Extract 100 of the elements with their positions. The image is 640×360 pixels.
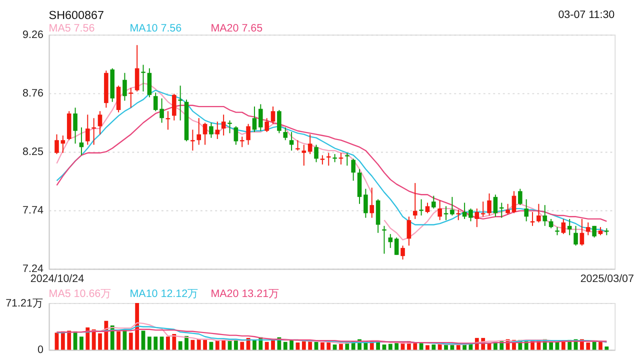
bar	[271, 340, 275, 350]
candlestick	[499, 202, 504, 218]
candlestick	[536, 203, 541, 223]
y-tick-label: 0	[37, 344, 44, 356]
bar	[308, 341, 312, 350]
candlestick	[308, 134, 312, 155]
candlestick	[351, 158, 356, 182]
candlestick	[480, 201, 486, 218]
candlestick	[314, 144, 318, 163]
y-tick-label: 7.24	[22, 263, 44, 276]
candlestick	[122, 72, 127, 102]
text: MA5 10.66万	[48, 288, 112, 300]
text: MA10 12.12万	[130, 288, 199, 300]
candlestick	[54, 134, 59, 155]
bar	[154, 336, 158, 350]
candlestick	[450, 196, 454, 216]
candlestick	[85, 114, 90, 146]
bar	[252, 340, 256, 350]
candlestick	[419, 198, 424, 216]
text: MA10 7.56	[130, 22, 182, 35]
candlestick	[246, 123, 250, 146]
candlestick	[370, 187, 374, 218]
candlestick	[542, 204, 548, 226]
candlestick	[364, 188, 368, 218]
bar	[135, 302, 140, 350]
bar	[222, 340, 226, 350]
bar	[178, 341, 182, 350]
bar	[332, 344, 337, 350]
bar	[264, 342, 269, 350]
candlestick	[432, 195, 436, 210]
candlestick	[116, 85, 121, 113]
bar	[98, 333, 102, 350]
candlestick	[209, 122, 214, 138]
bar	[598, 342, 602, 350]
text: MA20 7.65	[210, 22, 263, 35]
candlestick	[283, 126, 288, 141]
candlestick	[456, 209, 461, 221]
candlestick	[302, 144, 306, 166]
bar	[209, 342, 214, 350]
candlestick	[134, 44, 140, 92]
bar	[172, 334, 176, 350]
bar	[160, 336, 164, 350]
bar	[382, 344, 386, 350]
y-tick-label: 8.76	[22, 88, 44, 100]
candlestick	[296, 140, 300, 152]
bar	[326, 342, 331, 350]
candlestick	[382, 225, 386, 254]
bar	[60, 331, 65, 350]
candlestick	[166, 110, 170, 130]
candlestick	[394, 237, 399, 256]
bar	[290, 340, 294, 350]
bar	[92, 329, 96, 350]
bar	[80, 336, 84, 350]
candlestick	[444, 206, 448, 221]
candlestick	[400, 245, 405, 260]
bar	[394, 342, 399, 350]
candlestick	[128, 87, 134, 108]
bar	[67, 330, 72, 350]
text: MA20 13.21万	[210, 288, 280, 300]
candlestick	[524, 198, 528, 222]
bar	[314, 342, 318, 350]
candlestick	[326, 152, 331, 166]
candlestick	[60, 135, 66, 154]
bar	[549, 342, 554, 350]
candlestick	[240, 136, 244, 148]
bar	[339, 344, 343, 350]
candlestick	[512, 190, 516, 214]
candlestick	[580, 218, 584, 246]
candlestick	[92, 118, 96, 146]
bar	[604, 346, 609, 350]
candlestick	[506, 203, 510, 215]
candlestick	[147, 68, 152, 98]
candlestick	[215, 121, 220, 140]
candlestick	[178, 85, 182, 121]
candlestick	[561, 218, 566, 235]
bar	[240, 342, 244, 350]
candlestick	[320, 154, 325, 165]
candlestick	[141, 64, 146, 92]
text: 03-07 11:30	[558, 9, 615, 22]
bar	[104, 320, 108, 350]
bar	[166, 336, 170, 350]
y-tick-label: 7.74	[22, 204, 44, 217]
candlestick	[228, 120, 232, 134]
candlestick	[196, 118, 202, 146]
bar	[141, 330, 146, 350]
candlestick	[345, 152, 350, 166]
candlestick	[487, 192, 492, 216]
candlestick	[425, 202, 430, 214]
bar	[320, 342, 324, 350]
bar	[413, 342, 418, 350]
bar	[128, 332, 133, 350]
candlestick	[79, 126, 84, 156]
bar	[296, 342, 300, 350]
candlestick	[388, 234, 393, 248]
x-tick-label: 2025/03/07	[580, 272, 634, 285]
bar	[388, 344, 392, 350]
bar	[444, 344, 448, 350]
y-tick-label: 71.21万	[6, 297, 44, 310]
text: MA5 7.56	[48, 22, 95, 35]
candlestick	[277, 110, 282, 134]
